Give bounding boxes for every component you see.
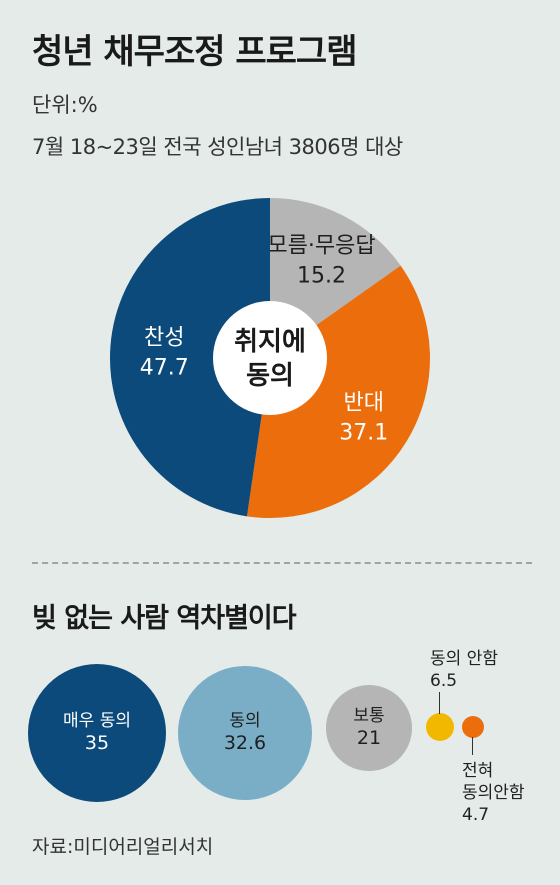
leader-line-disagree <box>439 692 440 714</box>
bubble-label: 동의 <box>229 710 261 731</box>
pie-slice <box>110 198 270 517</box>
slice-label: 모름·무응답 <box>267 234 375 259</box>
bubble-label: 보통 <box>353 705 385 726</box>
bubble-value: 21 <box>356 726 382 749</box>
bubble-strongly-disagree <box>462 716 484 738</box>
slice-value: 47.7 <box>140 355 189 380</box>
slice-label: 반대 <box>344 390 384 415</box>
slice-value: 37.1 <box>339 420 388 445</box>
unit-label: 단위:% <box>32 93 98 117</box>
survey-description: 7월 18~23일 전국 성인남녀 3806명 대상 <box>32 135 403 159</box>
pie-center-hole <box>213 301 327 415</box>
label-disagree: 동의 안함 6.5 <box>430 648 498 692</box>
bubble-value: 4.7 <box>462 805 490 826</box>
bubble-chart-title: 빚 없는 사람 역차별이다 <box>32 603 297 634</box>
slice-label: 찬성 <box>144 325 184 350</box>
pie-center-label: 동의 <box>246 361 294 391</box>
bubble-label: 동의 안함 <box>430 649 498 669</box>
slice-value: 15.2 <box>297 264 346 289</box>
bubble-value: 32.6 <box>223 731 267 754</box>
label-strongly-disagree: 전혀 동의안함 4.7 <box>462 760 525 826</box>
bubble-label-line: 동의안함 <box>462 783 525 804</box>
chart-title: 청년 채무조정 프로그램 <box>32 32 357 72</box>
bubble-neutral: 보통 21 <box>326 685 412 771</box>
leader-line-strongly-disagree <box>472 737 473 755</box>
bubble-disagree <box>426 713 454 741</box>
pie-slice <box>246 265 430 518</box>
section-divider <box>32 562 532 564</box>
bubble-label-line: 전혀 <box>462 761 494 781</box>
bubble-value: 6.5 <box>430 671 458 692</box>
bubble-label: 매우 동의 <box>63 710 131 731</box>
pie-center-label: 취지에 <box>234 327 306 357</box>
source-note: 자료:미디어리얼리서치 <box>32 836 214 858</box>
bubble-agree: 동의 32.6 <box>178 666 312 800</box>
bubble-value: 35 <box>84 731 110 754</box>
bubble-very-agree: 매우 동의 35 <box>28 664 166 802</box>
